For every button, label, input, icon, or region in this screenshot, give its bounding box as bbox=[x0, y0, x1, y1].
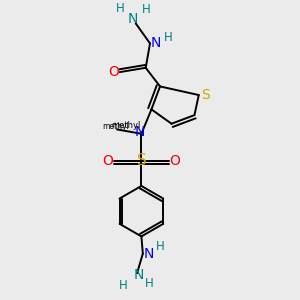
Text: N: N bbox=[133, 268, 144, 282]
Text: N: N bbox=[128, 12, 138, 26]
Text: S: S bbox=[201, 88, 209, 102]
Text: S: S bbox=[136, 154, 146, 169]
Text: H: H bbox=[118, 279, 127, 292]
Text: N: N bbox=[135, 125, 145, 139]
Text: N: N bbox=[144, 247, 154, 261]
Text: O: O bbox=[102, 154, 113, 168]
Text: methyl: methyl bbox=[102, 122, 129, 131]
Text: H: H bbox=[145, 277, 154, 290]
Text: H: H bbox=[156, 240, 165, 253]
Text: O: O bbox=[108, 65, 119, 79]
Text: methyl: methyl bbox=[111, 121, 140, 130]
Text: N: N bbox=[151, 36, 161, 50]
Text: H: H bbox=[116, 2, 124, 16]
Text: H: H bbox=[164, 31, 173, 44]
Text: H: H bbox=[142, 3, 151, 16]
Text: O: O bbox=[169, 154, 180, 168]
